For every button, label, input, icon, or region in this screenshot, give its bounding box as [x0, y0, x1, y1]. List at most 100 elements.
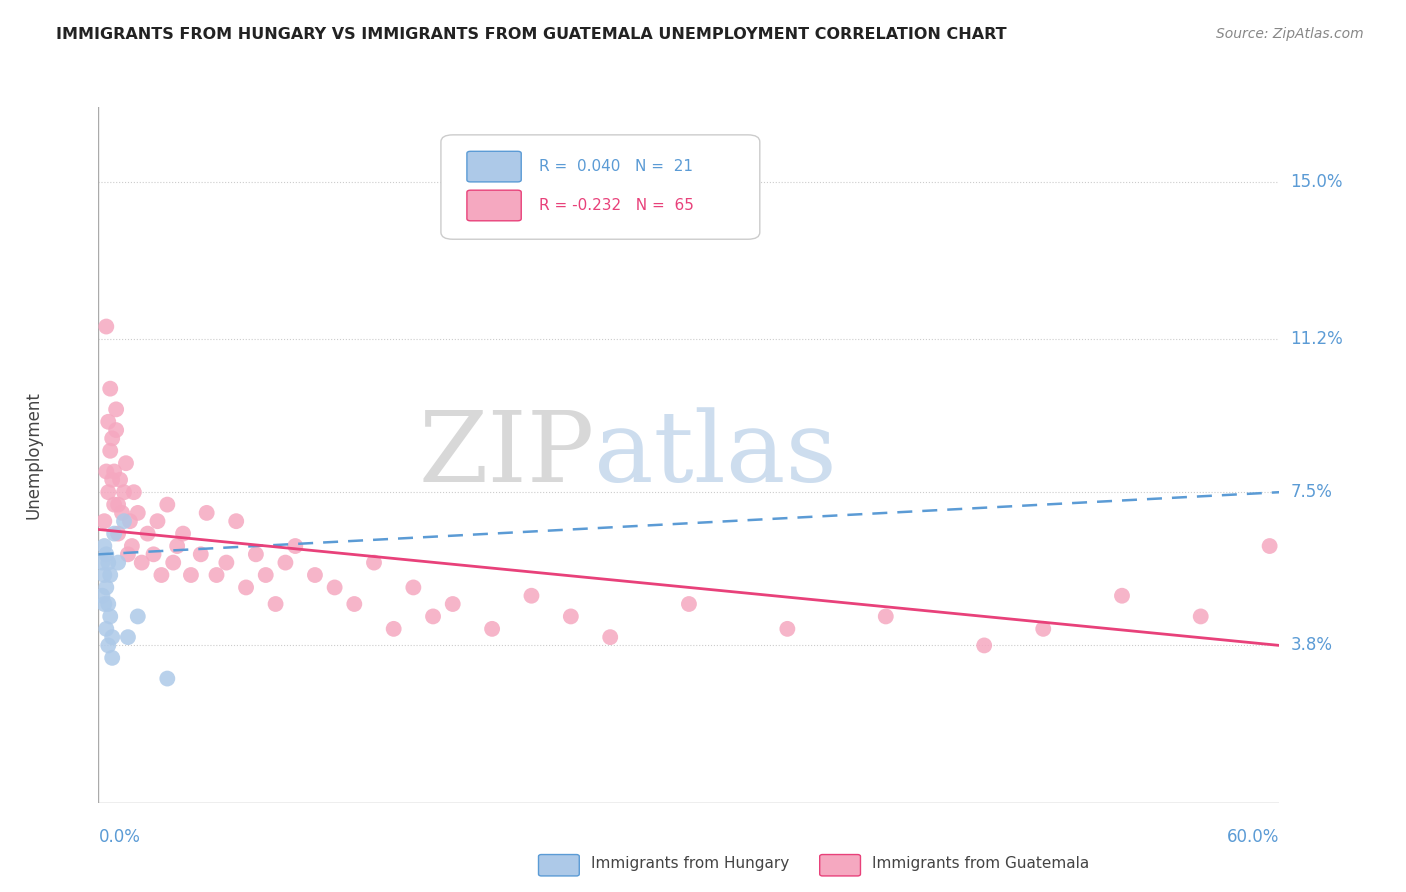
Point — [520, 589, 543, 603]
Point — [127, 506, 149, 520]
Point — [91, 589, 114, 603]
Point — [121, 539, 143, 553]
Text: Source: ZipAtlas.com: Source: ZipAtlas.com — [1216, 27, 1364, 41]
Point — [156, 498, 179, 512]
Text: Immigrants from Hungary: Immigrants from Hungary — [591, 856, 789, 871]
Point — [96, 581, 118, 595]
Point — [101, 630, 124, 644]
Point — [103, 465, 125, 479]
Point — [93, 568, 115, 582]
Point — [107, 556, 129, 570]
Point — [101, 473, 124, 487]
Point — [98, 568, 121, 582]
Point — [1189, 609, 1212, 624]
Point — [1032, 622, 1054, 636]
Point — [101, 431, 124, 445]
Point — [131, 556, 153, 570]
Point — [284, 539, 307, 553]
Point — [103, 526, 125, 541]
Point — [91, 556, 114, 570]
Point — [254, 568, 277, 582]
Point — [96, 622, 118, 636]
Text: 3.8%: 3.8% — [1291, 636, 1333, 655]
Text: Immigrants from Guatemala: Immigrants from Guatemala — [872, 856, 1090, 871]
Point — [96, 547, 118, 561]
Point — [105, 402, 128, 417]
Point — [172, 526, 194, 541]
Point — [98, 382, 121, 396]
Point — [235, 581, 257, 595]
Text: IMMIGRANTS FROM HUNGARY VS IMMIGRANTS FROM GUATEMALA UNEMPLOYMENT CORRELATION CH: IMMIGRANTS FROM HUNGARY VS IMMIGRANTS FR… — [56, 27, 1007, 42]
FancyBboxPatch shape — [467, 152, 522, 182]
Point — [112, 514, 135, 528]
FancyBboxPatch shape — [467, 190, 522, 221]
Point — [97, 639, 120, 653]
Point — [97, 556, 120, 570]
Point — [422, 609, 444, 624]
Point — [402, 581, 425, 595]
Point — [195, 506, 218, 520]
Point — [678, 597, 700, 611]
Point — [107, 526, 129, 541]
Point — [146, 514, 169, 528]
Text: ZIP: ZIP — [418, 407, 595, 503]
Point — [560, 609, 582, 624]
Point — [343, 597, 366, 611]
Point — [156, 672, 179, 686]
Point — [93, 539, 115, 553]
Point — [93, 514, 115, 528]
Point — [441, 597, 464, 611]
Point — [190, 547, 212, 561]
Point — [107, 498, 129, 512]
Point — [127, 609, 149, 624]
Text: 15.0%: 15.0% — [1291, 172, 1343, 191]
Point — [1111, 589, 1133, 603]
Point — [98, 443, 121, 458]
Point — [215, 556, 238, 570]
Text: 60.0%: 60.0% — [1227, 828, 1279, 846]
Text: 0.0%: 0.0% — [98, 828, 141, 846]
Point — [103, 498, 125, 512]
Point — [136, 526, 159, 541]
Text: 7.5%: 7.5% — [1291, 483, 1333, 501]
Point — [264, 597, 287, 611]
Text: Unemployment: Unemployment — [24, 391, 42, 519]
Point — [112, 485, 135, 500]
Point — [599, 630, 621, 644]
Point — [481, 622, 503, 636]
Point — [111, 506, 134, 520]
Point — [117, 547, 139, 561]
Point — [323, 581, 346, 595]
Point — [180, 568, 202, 582]
Point — [98, 609, 121, 624]
Point — [150, 568, 173, 582]
Point — [96, 319, 118, 334]
Point — [108, 473, 131, 487]
Text: R = -0.232   N =  65: R = -0.232 N = 65 — [538, 198, 693, 213]
Point — [115, 456, 138, 470]
Point — [96, 465, 118, 479]
Point — [93, 597, 115, 611]
Point — [105, 423, 128, 437]
Text: R =  0.040   N =  21: R = 0.040 N = 21 — [538, 159, 693, 174]
Point — [382, 622, 405, 636]
Point — [776, 622, 799, 636]
Point — [205, 568, 228, 582]
Point — [973, 639, 995, 653]
FancyBboxPatch shape — [441, 135, 759, 239]
Point — [166, 539, 188, 553]
Point — [225, 514, 247, 528]
Point — [142, 547, 165, 561]
Point — [1258, 539, 1281, 553]
Point — [245, 547, 267, 561]
Point — [304, 568, 326, 582]
Point — [162, 556, 184, 570]
Text: atlas: atlas — [595, 407, 837, 503]
Point — [117, 630, 139, 644]
Point — [101, 651, 124, 665]
Point — [97, 597, 120, 611]
Point — [118, 514, 141, 528]
Point — [97, 485, 120, 500]
Point — [363, 556, 385, 570]
Point — [274, 556, 297, 570]
